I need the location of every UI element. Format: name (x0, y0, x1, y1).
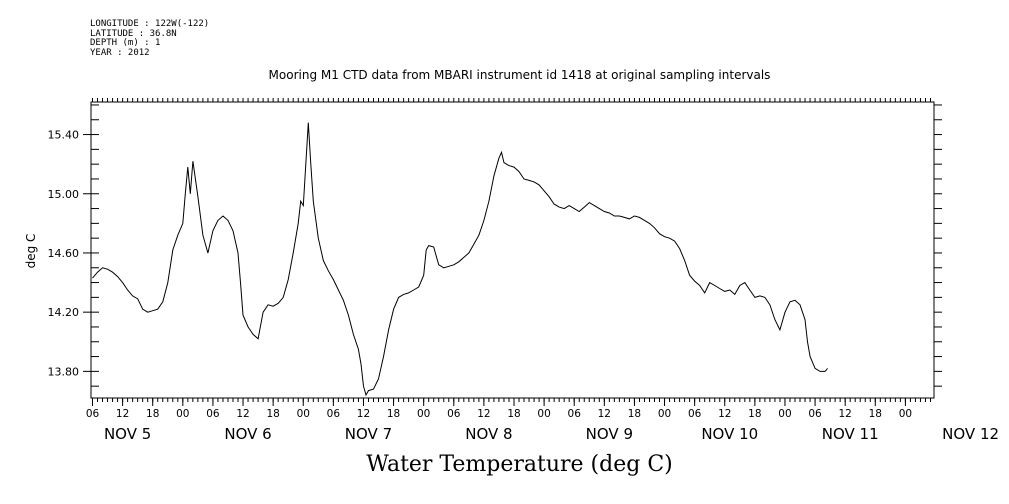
y-tick-label: 15.40 (48, 129, 80, 142)
x-tick-label: 18 (628, 408, 641, 420)
x-tick-label: 00 (778, 408, 791, 420)
x-tick-label: 12 (598, 408, 611, 420)
x-axis: 06 12 18 00 06 12 18 00 06 12 18 00 06 12 18 00 06 12 18 00… (86, 398, 999, 443)
x-tick-label: 18 (387, 408, 400, 420)
y-tick-label: 14.60 (48, 247, 80, 260)
depth-text: DEPTH (m) : 1 (90, 38, 161, 48)
x-tick-label: 18 (507, 408, 520, 420)
latitude-text: LATITUDE : 36.8N (90, 28, 177, 39)
x-day-label: NOV 5 (104, 425, 151, 443)
series-line (92, 122, 828, 397)
y-tick-label: 14.20 (48, 306, 80, 319)
x-tick-label: 00 (176, 408, 189, 420)
x-day-label: NOV 9 (586, 425, 633, 443)
x-day-label: NOV 8 (465, 425, 512, 443)
x-day-label: NOV 6 (224, 425, 271, 443)
chart-title: Mooring M1 CTD data from MBARI instrumen… (268, 68, 771, 82)
x-tick-label: 06 (447, 408, 461, 420)
year-text: YEAR : 2012 (90, 47, 150, 58)
x-tick-label: 00 (537, 408, 550, 420)
x-tick-label: 06 (206, 408, 220, 420)
plot-frame (90, 98, 935, 402)
x-tick-label: 12 (838, 408, 851, 420)
y-axis-label: deg C (24, 234, 38, 269)
x-tick-label: 18 (869, 408, 882, 420)
x-tick-label: 06 (808, 408, 822, 420)
y-tick-label: 13.80 (48, 365, 80, 378)
x-tick-label: 12 (116, 408, 129, 420)
longitude-text: LONGITUDE : 122W(-122) (90, 19, 210, 29)
x-tick-label: 12 (718, 408, 731, 420)
x-tick-label: 00 (297, 408, 310, 420)
x-tick-label: 12 (477, 408, 490, 420)
x-day-label: NOV 10 (701, 425, 758, 443)
x-tick-label: 18 (748, 408, 761, 420)
x-tick-label: 06 (568, 408, 582, 420)
y-tick-label: 15.00 (48, 188, 80, 201)
x-axis-title: Water Temperature (deg C) (366, 452, 673, 477)
plot-border (90, 101, 935, 399)
y-axis: 13.80 14.20 14.60 15.00 15.40 (48, 104, 942, 387)
x-day-label: NOV 12 (942, 425, 999, 443)
x-tick-label: 12 (357, 408, 370, 420)
metadata-block: LONGITUDE : 122W(-122) LATITUDE : 36.8N … (90, 19, 210, 58)
x-tick-label: 18 (146, 408, 159, 420)
x-tick-label: 00 (658, 408, 671, 420)
x-tick-label: 06 (688, 408, 702, 420)
x-tick-label: 12 (236, 408, 249, 420)
x-tick-label: 06 (327, 408, 341, 420)
x-tick-label: 06 (86, 408, 100, 420)
x-day-label: NOV 7 (345, 425, 392, 443)
x-day-label: NOV 11 (822, 425, 879, 443)
chart-svg: 13.80 14.20 14.60 15.00 15.40 06 12 18 00 06 12 18… (24, 98, 999, 443)
x-tick-label: 18 (266, 408, 279, 420)
x-tick-label: 00 (417, 408, 430, 420)
x-tick-label: 00 (899, 408, 912, 420)
